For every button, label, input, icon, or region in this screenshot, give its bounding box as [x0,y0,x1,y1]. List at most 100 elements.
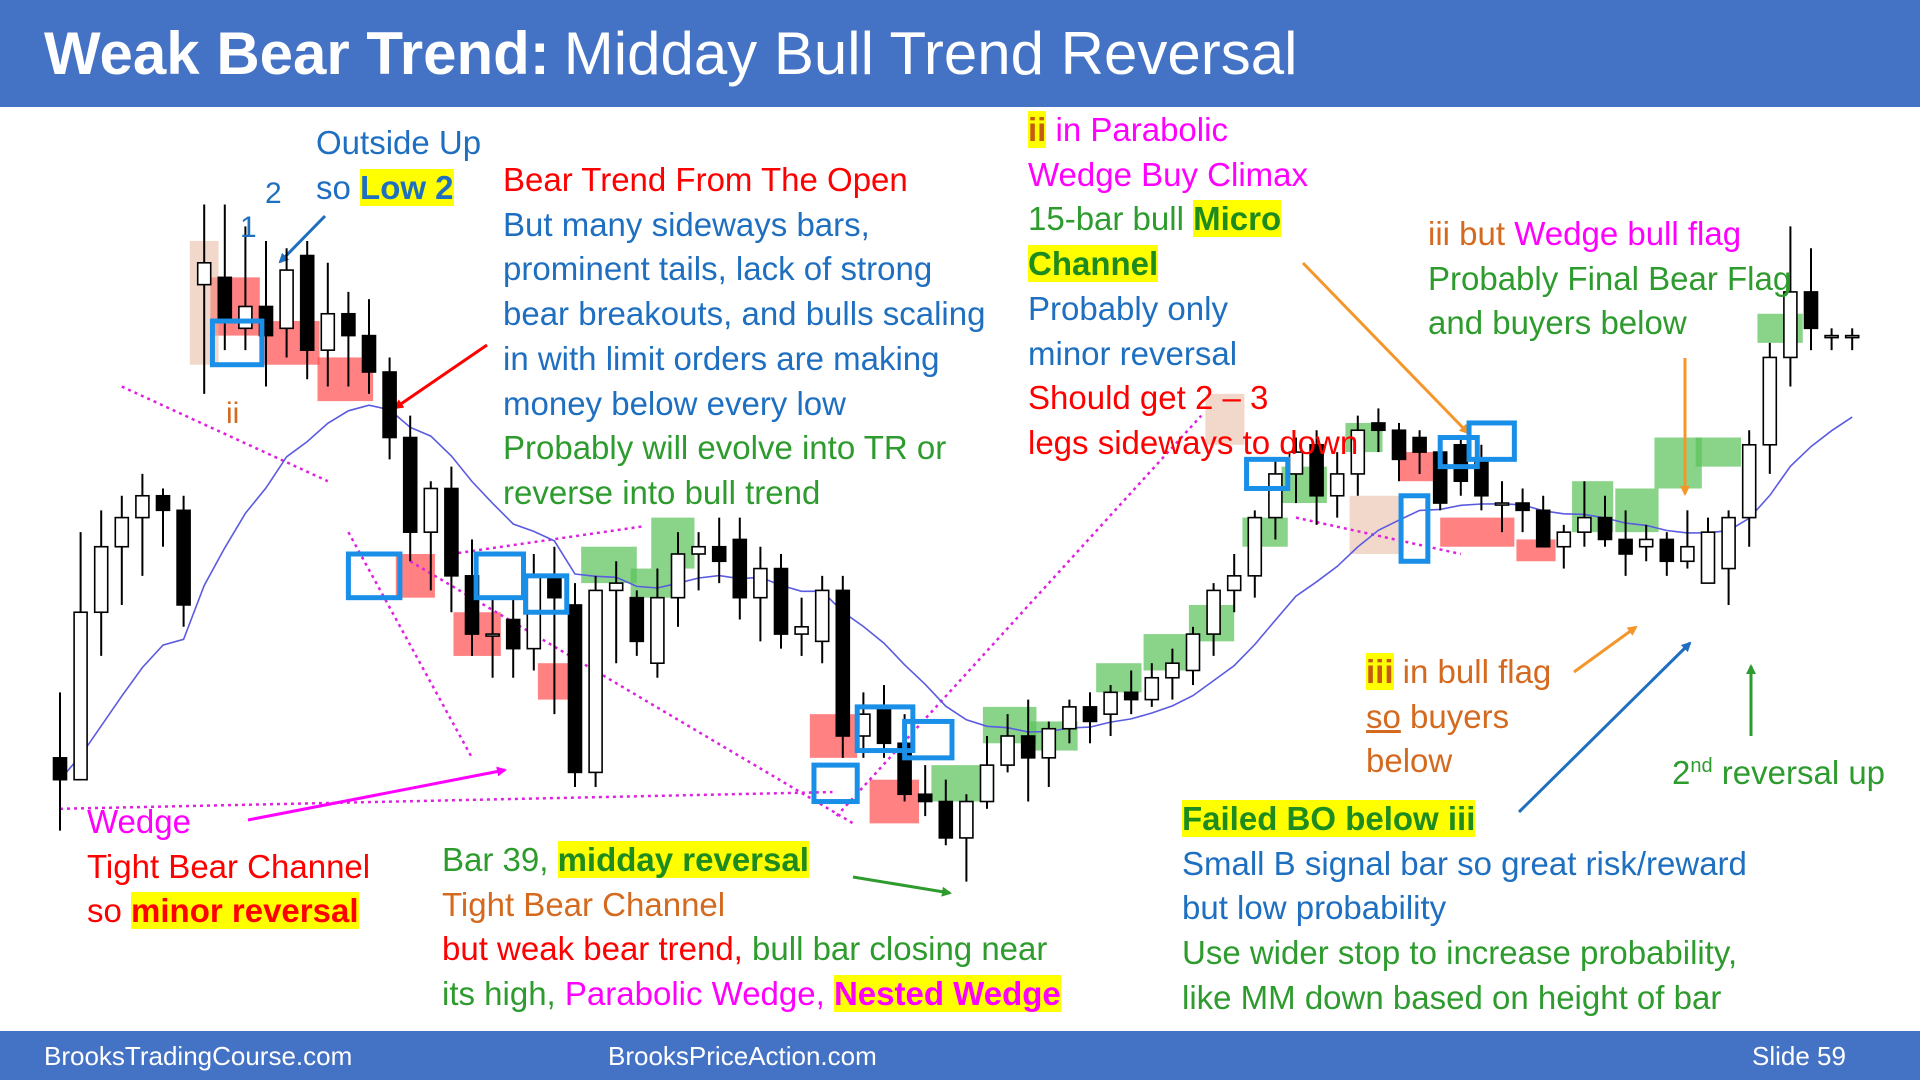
candle [1721,510,1736,605]
candle [1618,510,1633,576]
trendline [59,790,833,811]
tan-zone [1349,495,1399,554]
bear-trend-note: Bear Trend From The Open But many sidewa… [503,158,985,516]
candle [876,685,892,758]
candle-body [650,596,665,664]
parabolic-line3: 15-bar bull Micro [1028,200,1282,238]
candle [1329,452,1345,518]
candle-body [1123,691,1139,701]
candle-body [1247,516,1263,577]
bull-zone [1096,663,1142,693]
candle-body [505,618,521,650]
candle [299,240,315,380]
candle [1226,554,1242,613]
candle-body [1453,443,1469,482]
parabolic-line4: Channel [1028,245,1159,283]
candle [402,415,418,562]
candle [1041,721,1057,787]
parabolic-line5: Probably only [1028,289,1228,327]
candle-body [93,545,109,614]
candle [1556,524,1572,569]
arrow [852,875,952,897]
candle [794,597,809,656]
candle-body [1000,735,1015,766]
candle-body [1824,334,1839,339]
candle [73,532,88,781]
candle-body [1268,473,1283,519]
bear-trend-line2: But many sideways bars, [503,205,870,243]
label-ii-left: ii [226,397,240,430]
trendline [1295,516,1462,556]
candle [1020,699,1036,802]
candle-body [1185,633,1201,672]
candle [1844,328,1860,351]
bear-trend-line3: prominent tails, lack of strong [503,250,933,288]
candle-body [773,567,789,635]
candle-body [1803,291,1819,330]
candle [835,575,851,758]
footer-center[interactable]: BrooksPriceAction.com [608,1041,877,1071]
bull-zone [931,765,983,802]
candle-body [1783,291,1798,359]
candle-body [547,575,562,599]
arrow [393,343,488,410]
candle [1309,430,1324,525]
candle [1638,524,1654,562]
candle [1515,488,1530,533]
signal-box [209,318,265,368]
signal-box [473,551,526,601]
bear-trend-line6: money below every low [503,384,846,422]
candle-body [238,305,253,330]
candle [1741,430,1757,547]
candle [567,583,583,787]
bull-zone [1615,488,1659,533]
candle-body [670,553,686,599]
candle-body [217,276,233,322]
candle-body [732,538,748,599]
candle [1350,415,1366,496]
candle-body [444,487,459,577]
candle [1597,495,1613,547]
candle-body [1494,502,1510,506]
candle-body [876,706,892,745]
label-2: 2 [265,177,282,210]
candle-body [361,334,377,373]
candle-body [1721,516,1736,570]
candle [691,532,706,591]
candle-body [299,254,315,351]
outside-up-note: Outside Up so Low 2 [316,121,481,210]
candle [1824,328,1839,351]
candle [1000,714,1015,773]
parabolic-note: ii in Parabolic Wedge Buy Climax 15-bar … [1028,108,1358,466]
parabolic-line2: Wedge Buy Climax [1028,155,1309,193]
signal-box [902,718,955,761]
label-1: 1 [240,211,257,244]
candle-body [711,545,727,563]
footer-left[interactable]: BrooksTradingCourse.com [44,1041,353,1071]
candle [155,488,171,547]
candle-body [979,764,995,803]
candle [814,575,830,664]
candle-body [567,604,583,774]
candle [650,568,665,678]
candle [196,204,212,394]
candle [1783,226,1798,387]
wedge-line3: so minor reversal [87,892,359,930]
candle [1371,408,1386,453]
second-reversal-note: 2nd reversal up [1672,754,1886,791]
failed-bo-line3: but low probability [1182,889,1447,927]
candle-body [1515,502,1530,512]
candle [1206,583,1221,656]
candle [320,262,336,387]
bear-trend-line1: Bear Trend From The Open [503,161,908,198]
candle-body [1206,589,1221,635]
failed-bo-note: Failed BO below iii Small B signal bar s… [1182,797,1747,1021]
signal-box [1437,435,1480,470]
candle-body [1762,356,1778,446]
wedge-line1: Wedge [87,803,191,840]
trendline [409,560,854,825]
candle-body [1638,538,1654,548]
candle [1391,422,1407,482]
bear-trend-line7: Probably will evolve into TR or [503,429,947,467]
candle-body [1144,676,1160,701]
